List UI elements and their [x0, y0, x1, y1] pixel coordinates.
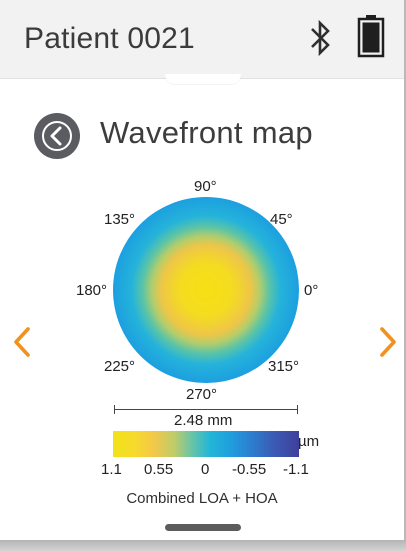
scale-label: 2.48 mm: [174, 412, 233, 429]
battery-full-icon: [357, 15, 385, 58]
chevron-left-icon: [42, 121, 72, 151]
axis-label-225: 225°: [104, 358, 136, 375]
color-scale-bar: [113, 431, 299, 457]
next-map-arrow[interactable]: [376, 325, 400, 359]
color-scale-tick: -1.1: [283, 461, 309, 478]
scale-bar-end: [297, 405, 298, 414]
patient-title: Patient 0021: [24, 22, 195, 55]
axis-label-90: 90°: [194, 178, 217, 195]
previous-map-arrow[interactable]: [10, 325, 34, 359]
axis-label-315: 315°: [268, 358, 300, 375]
axis-label-270: 270°: [186, 386, 218, 403]
axis-label-180: 180°: [76, 282, 108, 299]
wavefront-map: [113, 197, 299, 383]
unit-label: µm: [298, 433, 320, 450]
color-scale-tick: 0.55: [144, 461, 174, 478]
scale-bar: [114, 409, 298, 410]
bluetooth-icon[interactable]: [306, 18, 334, 58]
color-scale-tick: 1.1: [101, 461, 122, 478]
map-caption: Combined LOA + HOA: [126, 490, 278, 507]
axis-label-45: 45°: [270, 211, 293, 228]
home-indicator[interactable]: [165, 524, 241, 531]
color-scale-tick: -0.55: [232, 461, 267, 478]
color-scale-tick: 0: [201, 461, 210, 478]
axis-label-135: 135°: [104, 211, 136, 228]
device-bezel: [0, 540, 406, 551]
screen-title: Wavefront map: [100, 115, 313, 150]
axis-label-0: 0°: [304, 282, 319, 299]
pull-tab[interactable]: [165, 74, 241, 84]
status-header: Patient 0021: [0, 0, 404, 79]
back-button[interactable]: [34, 113, 80, 159]
scale-bar-start: [114, 405, 115, 414]
